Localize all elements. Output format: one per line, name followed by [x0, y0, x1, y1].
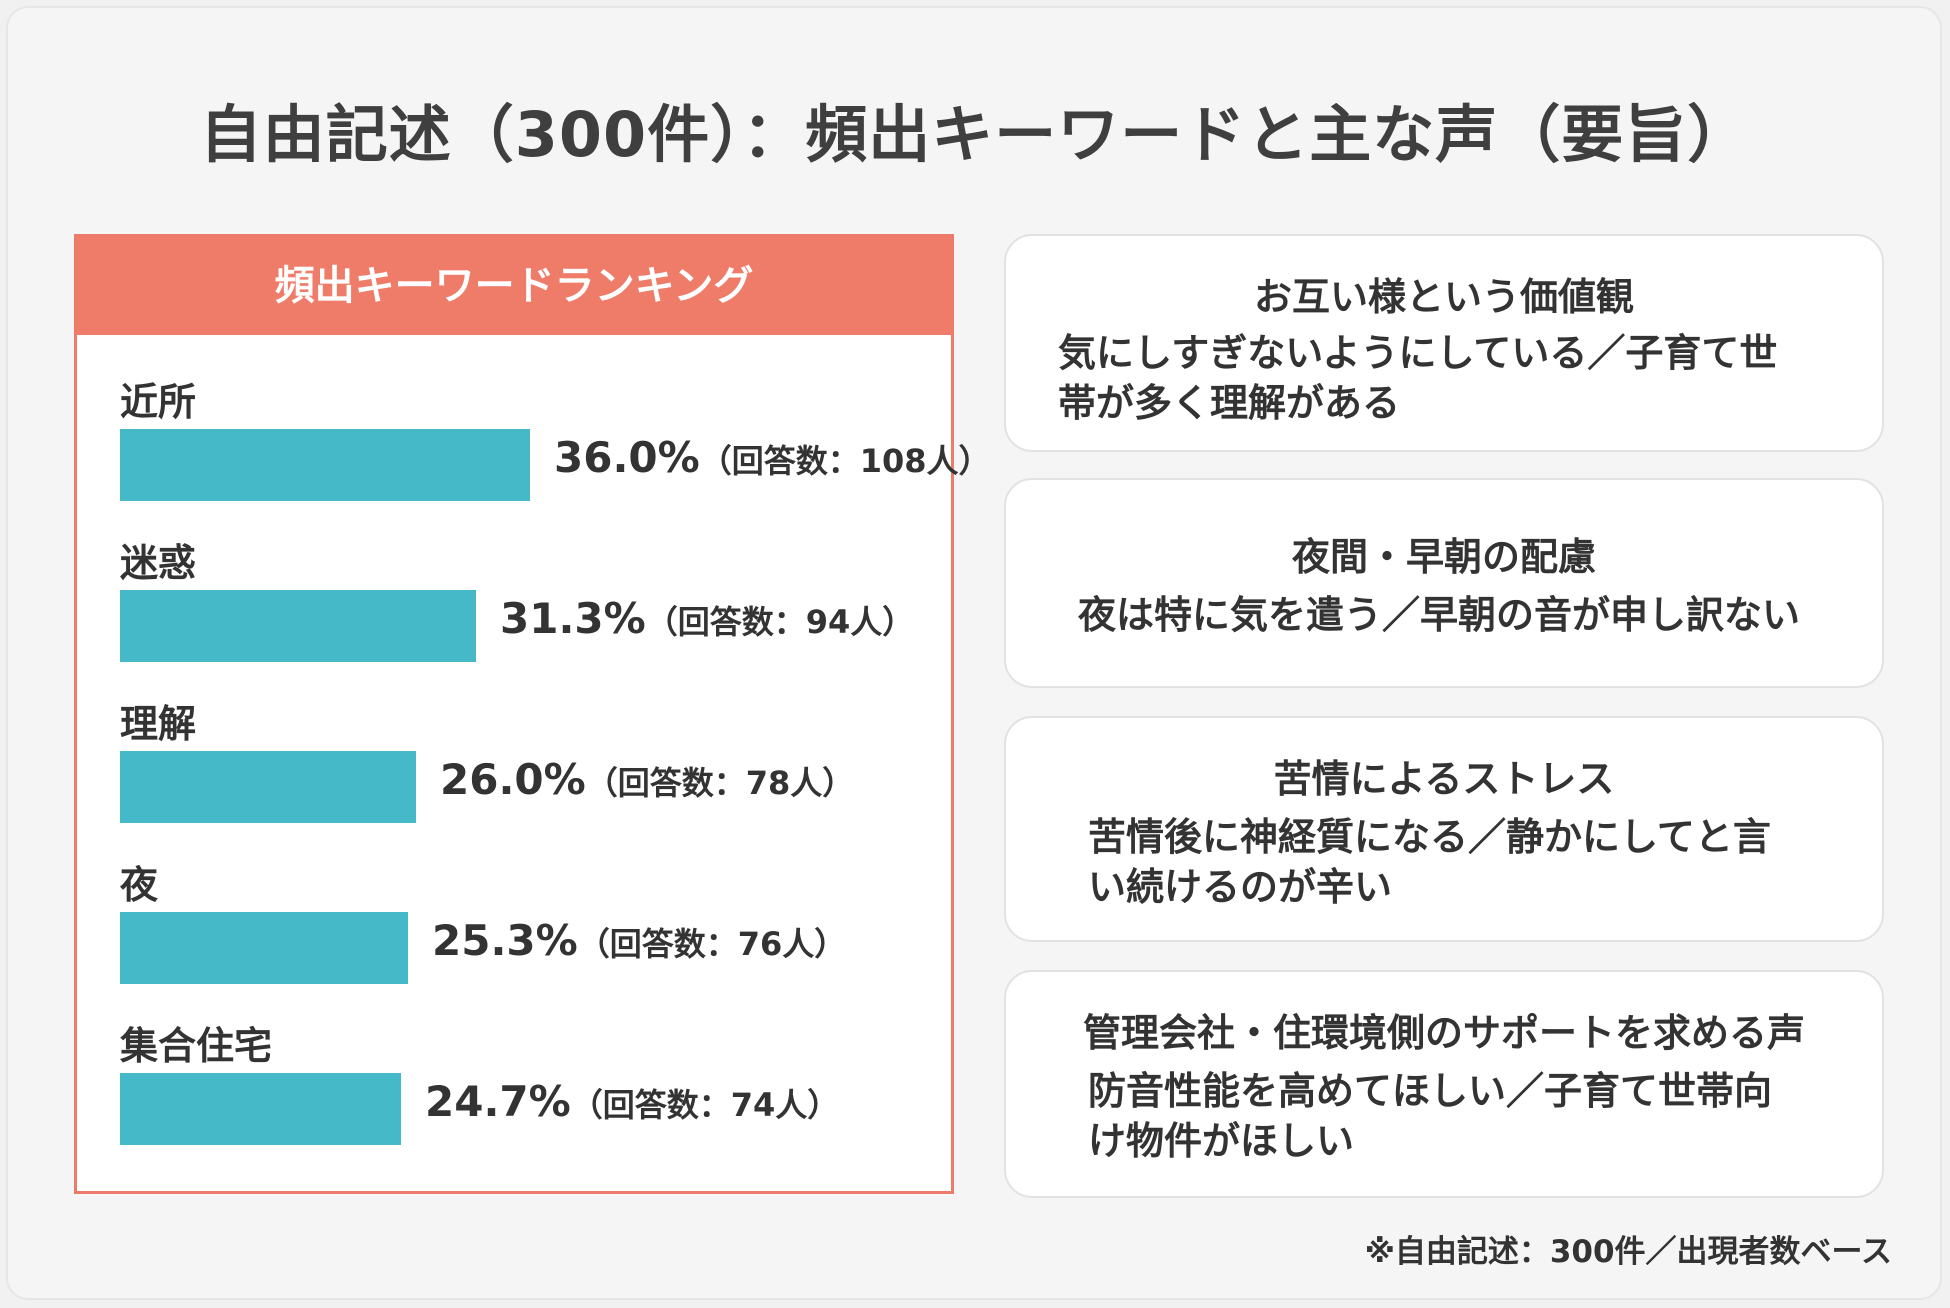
- bar-yoru: [120, 912, 408, 984]
- voice-card-title: 管理会社・住環境側のサポートを求める声: [1082, 1011, 1805, 1055]
- value-label-5: 24.7%（回答数：74人）: [425, 1077, 839, 1126]
- bar-shugo-jutaku: [120, 1073, 401, 1145]
- percent-2: 31.3%: [500, 594, 646, 643]
- voice-line: 防音性能を高めてほしい／子育て世帯向: [1088, 1069, 1773, 1113]
- ranking-header: 頻出キーワードランキング: [77, 237, 951, 335]
- voice-card-4: 管理会社・住環境側のサポートを求める声 防音性能を高めてほしい／子育て世帯向 け…: [1004, 970, 1884, 1198]
- rank-label-1: 近所: [120, 380, 197, 424]
- voice-line: 気にしすぎないようにしている／子育て世: [1058, 331, 1778, 375]
- voice-card-3: 苦情によるストレス 苦情後に神経質になる／静かにしてと言 い続けるのが辛い: [1004, 716, 1884, 942]
- percent-1: 36.0%: [554, 433, 700, 482]
- count-1: （回答数：108人）: [699, 442, 991, 480]
- bar-rikai: [120, 751, 416, 823]
- voice-line: 苦情後に神経質になる／静かにしてと言: [1088, 815, 1771, 859]
- value-label-4: 25.3%（回答数：76人）: [432, 916, 846, 965]
- voice-card-1: お互い様という価値観 気にしすぎないようにしている／子育て世 帯が多く理解がある: [1004, 234, 1884, 452]
- voice-card-body: 防音性能を高めてほしい／子育て世帯向 け物件がほしい: [1088, 1066, 1772, 1166]
- percent-4: 25.3%: [432, 916, 578, 965]
- count-5: （回答数：74人）: [570, 1086, 840, 1124]
- value-label-2: 31.3%（回答数：94人）: [500, 594, 914, 643]
- keyword-ranking-panel: 頻出キーワードランキング 近所 36.0%（回答数：108人） 迷惑 31.3%…: [74, 234, 991, 1194]
- percent-3: 26.0%: [440, 755, 586, 804]
- count-3: （回答数：78人）: [585, 764, 855, 802]
- value-label-1: 36.0%（回答数：108人）: [554, 433, 991, 482]
- voice-card-title: 夜間・早朝の配慮: [1291, 535, 1596, 579]
- count-4: （回答数：76人）: [577, 925, 847, 963]
- voice-line: い続けるのが辛い: [1088, 865, 1393, 909]
- percent-5: 24.7%: [425, 1077, 571, 1126]
- bar-meiwaku: [120, 590, 476, 662]
- footnote: ※自由記述：300件／出現者数ベース: [1364, 1234, 1892, 1270]
- rank-label-5: 集合住宅: [120, 1024, 273, 1068]
- count-2: （回答数：94人）: [645, 603, 915, 641]
- voice-line: 夜は特に気を遣う／早朝の音が申し訳ない: [1078, 593, 1801, 637]
- rank-label-3: 理解: [120, 702, 197, 746]
- voice-card-2: 夜間・早朝の配慮 夜は特に気を遣う／早朝の音が申し訳ない: [1004, 478, 1884, 688]
- voice-card-title: 苦情によるストレス: [1273, 757, 1615, 801]
- rank-label-4: 夜: [120, 863, 159, 907]
- voice-card-title: お互い様という価値観: [1253, 275, 1634, 319]
- voice-line: け物件がほしい: [1088, 1119, 1355, 1163]
- value-label-3: 26.0%（回答数：78人）: [440, 755, 854, 804]
- page-title: 自由記述（300件）：頻出キーワードと主な声（要旨）: [199, 98, 1751, 171]
- rank-label-2: 迷惑: [120, 541, 197, 585]
- voice-card-body: 気にしすぎないようにしている／子育て世 帯が多く理解がある: [1058, 328, 1777, 428]
- voice-line: 帯が多く理解がある: [1058, 381, 1401, 425]
- voice-card-body: 夜は特に気を遣う／早朝の音が申し訳ない: [1078, 590, 1800, 640]
- voice-card-body: 苦情後に神経質になる／静かにしてと言 い続けるのが辛い: [1088, 812, 1771, 912]
- bar-kinjo: [120, 429, 530, 501]
